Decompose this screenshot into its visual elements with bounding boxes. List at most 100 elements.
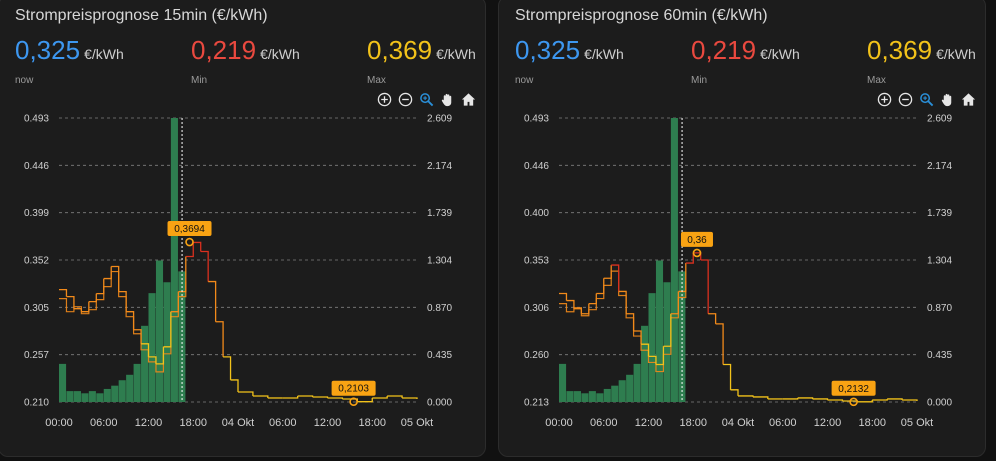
price-line-segment — [581, 303, 590, 315]
price-line-segment — [663, 313, 672, 347]
price-line-segment — [178, 256, 187, 293]
y-right-tick-label: 0.435 — [427, 350, 452, 361]
x-tick-label: 12:00 — [314, 417, 342, 429]
price-forecast-chart[interactable]: 0.210 0.000 0.257 0.435 0.305 0.870 0.352 1.304… — [0, 107, 487, 437]
annotation-point — [849, 397, 858, 407]
card-title: Strompreisprognose 15min (€/kWh) — [15, 7, 268, 24]
y-right-tick-label: 1.304 — [427, 256, 452, 267]
y-left-tick-label: 0.446 — [24, 161, 49, 172]
y-right-tick-label: 2.609 — [427, 114, 452, 125]
y-left-tick-label: 0.306 — [524, 303, 549, 314]
zoom-in-icon[interactable] — [876, 91, 893, 108]
price-line-segment — [372, 395, 388, 399]
stat-now-unit: €/kWh — [584, 46, 624, 62]
price-line-segment — [887, 398, 903, 400]
pan-hand-icon[interactable] — [439, 91, 456, 108]
price-line-segment — [297, 395, 314, 397]
consumption-bar — [178, 271, 186, 402]
stat-now-unit: €/kWh — [84, 46, 124, 62]
pan-hand-icon[interactable] — [939, 91, 956, 108]
price-line-segment — [402, 397, 418, 399]
y-left-tick-label: 0.210 — [24, 398, 49, 409]
consumption-bar — [588, 391, 596, 402]
x-tick-label: 18:00 — [858, 417, 886, 429]
zoom-out-icon[interactable] — [897, 91, 914, 108]
x-tick-label: 06:00 — [269, 417, 297, 429]
consumption-bar — [155, 260, 164, 402]
consumption-bar — [633, 363, 641, 402]
price-line-segment — [103, 266, 112, 280]
price-line-segment — [566, 299, 575, 309]
price-line-segment — [387, 395, 403, 398]
price-line-segment — [327, 397, 344, 399]
y-left-tick-label: 0.400 — [524, 208, 549, 219]
y-left-tick-label: 0.353 — [524, 256, 549, 267]
consumption-bar — [566, 391, 574, 402]
price-line-segment — [59, 288, 68, 297]
card-title: Strompreisprognose 60min (€/kWh) — [515, 7, 768, 24]
stat-max-unit: €/kWh — [436, 46, 476, 62]
stat-max-unit: €/kWh — [936, 46, 976, 62]
price-line-segment — [282, 395, 299, 399]
stat-min: 0,219 €/kWh Min — [691, 35, 800, 86]
price-line-segment — [655, 346, 665, 366]
price-line-segment — [193, 241, 202, 252]
y-right-tick-label: 1.304 — [927, 256, 952, 267]
annotation-label: 0,36 — [687, 235, 707, 246]
price-line-segment — [738, 395, 754, 397]
price-line-segment — [230, 379, 239, 392]
price-forecast-card-60min: Strompreisprognose 60min (€/kWh) 0,325 €/… — [498, 0, 986, 457]
x-tick-label: 12:00 — [135, 417, 163, 429]
x-tick-label: 04 Okt — [222, 417, 254, 429]
consumption-bar — [581, 393, 589, 402]
y-left-tick-label: 0.493 — [524, 114, 549, 125]
annotation-label: 0,2103 — [338, 384, 369, 395]
price-line-segment — [708, 313, 717, 324]
y-right-tick-label: 0.000 — [427, 398, 452, 409]
consumption-bar — [126, 374, 134, 402]
price-line-segment — [312, 396, 329, 398]
price-line-segment — [730, 389, 739, 396]
x-tick-label: 05 Okt — [901, 417, 933, 429]
consumption-bar — [648, 293, 656, 402]
price-line-segment — [573, 308, 583, 314]
selection-zoom-icon[interactable] — [418, 91, 435, 108]
consumption-bar — [603, 388, 611, 402]
reset-home-icon[interactable] — [460, 91, 477, 108]
consumption-bar — [103, 388, 111, 402]
x-tick-label: 06:00 — [590, 417, 618, 429]
zoom-in-icon[interactable] — [376, 91, 393, 108]
y-right-tick-label: 0.870 — [427, 303, 452, 314]
price-forecast-chart[interactable]: 0.213 0.000 0.260 0.435 0.306 0.870 0.353 1.304… — [499, 107, 987, 437]
price-line-segment — [141, 343, 150, 357]
x-tick-label: 06:00 — [90, 417, 118, 429]
price-line-segment — [111, 265, 120, 292]
x-tick-label: 18:00 — [179, 417, 207, 429]
price-line-segment — [797, 397, 814, 399]
price-line-segment — [812, 398, 829, 400]
consumption-bar — [626, 374, 634, 402]
y-left-tick-label: 0.213 — [524, 398, 549, 409]
consumption-bar — [111, 385, 119, 402]
price-line-segment — [215, 321, 224, 357]
consumption-bar — [141, 325, 149, 402]
x-tick-label: 00:00 — [45, 417, 73, 429]
stat-now-value: 0,325 — [515, 35, 581, 65]
price-line-segment — [723, 363, 732, 390]
consumption-bar — [670, 118, 678, 402]
y-right-tick-label: 0.000 — [927, 398, 952, 409]
price-line-segment — [252, 395, 269, 398]
price-line-segment — [700, 259, 709, 314]
consumption-bar — [88, 391, 96, 402]
stat-now-value: 0,325 — [15, 35, 81, 65]
price-line-segment — [902, 399, 918, 401]
selection-zoom-icon[interactable] — [918, 91, 935, 108]
stat-min-unit: €/kWh — [260, 46, 300, 62]
stat-max-label: Max — [867, 75, 886, 86]
annotation-label: 0,2132 — [838, 384, 869, 395]
reset-home-icon[interactable] — [960, 91, 977, 108]
stat-min-value: 0,219 — [691, 35, 757, 65]
x-tick-label: 04 Okt — [722, 417, 754, 429]
zoom-out-icon[interactable] — [397, 91, 414, 108]
price-line-segment — [559, 292, 568, 301]
